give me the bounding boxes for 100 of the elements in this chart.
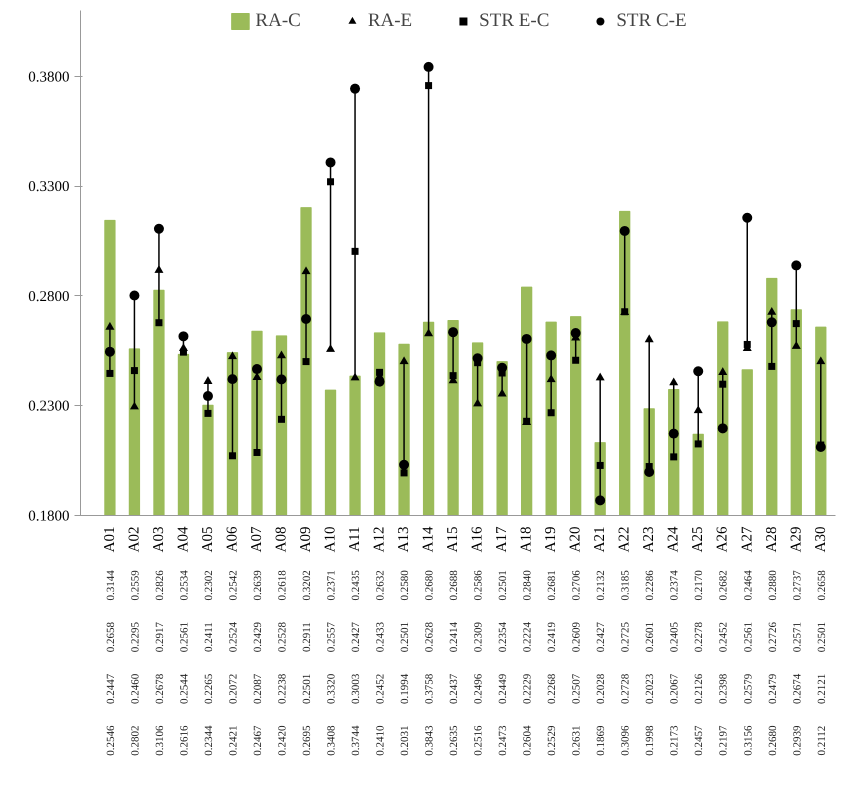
point — [203, 376, 212, 384]
point — [791, 260, 802, 270]
point — [768, 362, 776, 370]
data-label: 0.2197 — [718, 725, 730, 756]
point — [276, 374, 287, 384]
point — [620, 226, 630, 236]
point — [742, 212, 752, 223]
data-label: 0.2238 — [276, 673, 289, 704]
point — [277, 350, 286, 358]
point — [718, 423, 728, 434]
point — [352, 248, 359, 255]
x-tick-label: A19 — [543, 526, 560, 552]
data-label: 0.2170 — [693, 570, 706, 600]
point — [228, 351, 237, 360]
data-label: 0.2112 — [816, 726, 828, 756]
point — [154, 265, 164, 273]
y-tick-label: 0.3800 — [28, 69, 70, 86]
data-label: 0.2309 — [472, 622, 485, 652]
data-label: 0.2371 — [326, 570, 338, 600]
point — [104, 346, 115, 357]
data-label: 0.2840 — [522, 570, 534, 600]
point — [253, 448, 260, 456]
point — [302, 358, 310, 366]
data-label: 0.2802 — [129, 726, 142, 756]
point — [228, 452, 236, 460]
data-label: 0.2087 — [252, 673, 264, 704]
point — [572, 356, 580, 364]
x-tick-label: A26 — [714, 526, 731, 552]
data-label: 0.2419 — [546, 622, 558, 652]
data-label: 0.2725 — [620, 622, 632, 652]
data-label: 0.2681 — [546, 570, 558, 600]
legend-label: RA-C — [255, 10, 301, 32]
legend-label: RA-E — [368, 10, 412, 32]
data-label: 0.2706 — [570, 570, 583, 600]
data-label: 0.2737 — [791, 570, 804, 600]
point — [400, 356, 409, 364]
data-label: 0.2688 — [448, 570, 460, 600]
point — [252, 364, 262, 374]
y-tick-label: 0.2800 — [28, 288, 70, 305]
point — [278, 416, 286, 423]
data-label: 0.2528 — [276, 622, 289, 652]
data-label: 0.2571 — [791, 622, 804, 652]
data-label: 0.2398 — [718, 673, 730, 704]
data-label: 0.2507 — [570, 673, 583, 704]
point — [668, 428, 679, 439]
data-label: 0.2286 — [644, 570, 656, 600]
data-label: 0.2501 — [816, 622, 828, 652]
x-tick-label: A22 — [616, 526, 633, 552]
data-label: 0.2628 — [424, 622, 436, 652]
point — [766, 317, 777, 328]
data-label: 0.2420 — [276, 725, 289, 756]
data-label: 0.2414 — [448, 622, 460, 652]
data-label: 0.2268 — [546, 673, 558, 704]
data-label: 0.2682 — [718, 570, 730, 600]
data-label: 0.2031 — [399, 726, 412, 756]
data-label: 0.2524 — [227, 622, 240, 652]
x-tick-label: A29 — [788, 526, 804, 552]
data-label: 0.2410 — [374, 725, 387, 756]
data-label: 0.2917 — [154, 622, 166, 652]
x-tick-label: A30 — [812, 526, 829, 552]
data-label: 0.2427 — [350, 622, 362, 652]
point — [792, 320, 800, 328]
x-tick-label: A12 — [372, 526, 388, 552]
data-label: 0.2121 — [816, 674, 828, 704]
data-label: 0.2911 — [301, 622, 314, 652]
data-label: 0.2678 — [154, 673, 166, 704]
data-label: 0.2639 — [252, 570, 264, 600]
data-label: 0.2023 — [644, 673, 656, 704]
data-label: 0.2295 — [129, 622, 142, 652]
x-tick-label: A02 — [126, 526, 142, 552]
x-tick-label: A08 — [274, 526, 290, 552]
data-label: 0.2561 — [178, 622, 190, 652]
point — [425, 82, 432, 90]
point — [178, 343, 188, 352]
data-label: 0.2067 — [668, 673, 681, 704]
point — [546, 350, 556, 360]
point — [498, 388, 507, 396]
data-label: 0.3156 — [742, 725, 754, 756]
point — [350, 84, 360, 94]
y-tick-label: 0.3300 — [28, 179, 70, 196]
point — [130, 402, 139, 410]
data-label: 0.2464 — [742, 570, 754, 600]
data-label: 0.2501 — [301, 674, 314, 704]
data-label: 0.2447 — [104, 673, 117, 704]
x-tick-label: A09 — [298, 526, 314, 552]
data-label: 0.2695 — [301, 725, 314, 756]
data-label: 0.2265 — [202, 673, 215, 704]
point — [130, 367, 138, 374]
point — [302, 266, 311, 274]
data-label: 0.2544 — [178, 673, 190, 704]
data-label: 0.3185 — [620, 570, 632, 600]
y-tick-label: 0.2300 — [28, 398, 70, 415]
point — [644, 334, 654, 342]
data-label: 0.2429 — [252, 622, 264, 652]
x-tick-label: A01 — [102, 526, 118, 552]
data-label: 0.2452 — [374, 674, 387, 704]
point — [204, 410, 212, 417]
data-label: 0.2302 — [202, 570, 215, 600]
x-tick-label: A28 — [764, 526, 780, 552]
data-label: 0.2658 — [104, 622, 117, 652]
